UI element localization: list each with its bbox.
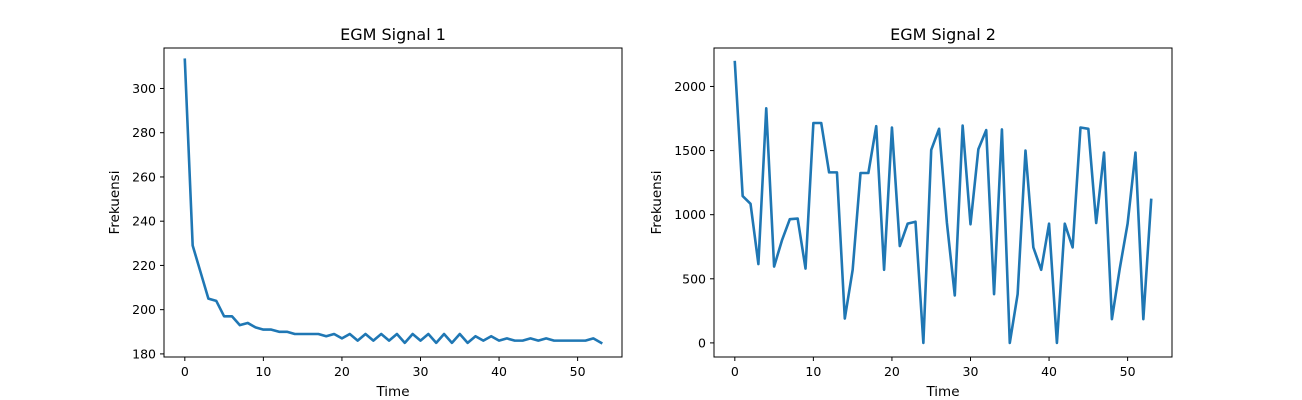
x-tick-label: 40: [491, 364, 507, 379]
x-tick-label: 30: [963, 364, 979, 379]
x-tick-label: 0: [731, 364, 739, 379]
plot-frame: [713, 47, 1173, 358]
x-tick-label: 10: [805, 364, 821, 379]
y-tick-label: 280: [132, 125, 156, 140]
y-tick-label: 260: [132, 169, 156, 184]
y-tick-label: 2000: [674, 79, 706, 94]
y-tick-label: 240: [132, 214, 156, 229]
y-tick-label: 1500: [674, 143, 706, 158]
y-axis-label: Frekuensi: [649, 171, 665, 235]
x-tick-label: 50: [1120, 364, 1136, 379]
x-tick-label: 40: [1041, 364, 1057, 379]
x-axis-label: Time: [375, 384, 409, 400]
y-tick-label: 180: [132, 346, 156, 361]
series-line: [183, 58, 603, 345]
chart-egm-signal-1: 0 10 20 30 40 50 180 200 220 240 260 280 300 EGM Sign…: [107, 25, 623, 400]
y-tick-label: 0: [698, 335, 706, 350]
x-tick-label: 0: [181, 364, 189, 379]
x-tick-label: 20: [884, 364, 900, 379]
chart-title: EGM Signal 1: [340, 25, 446, 44]
y-axis-label: Frekuensi: [107, 171, 123, 235]
x-tick-label: 30: [413, 364, 429, 379]
x-tick-label: 20: [334, 364, 350, 379]
x-tick-label: 10: [255, 364, 271, 379]
series-line: [733, 60, 1153, 345]
chart-title: EGM Signal 2: [890, 25, 996, 44]
y-tick-label: 220: [132, 258, 156, 273]
y-tick-label: 300: [132, 81, 156, 96]
x-tick-label: 50: [570, 364, 586, 379]
plot-frame: [163, 47, 623, 358]
y-tick-label: 200: [132, 302, 156, 317]
x-axis-label: Time: [925, 384, 959, 400]
y-tick-label: 500: [682, 271, 706, 286]
y-tick-label: 1000: [674, 207, 706, 222]
